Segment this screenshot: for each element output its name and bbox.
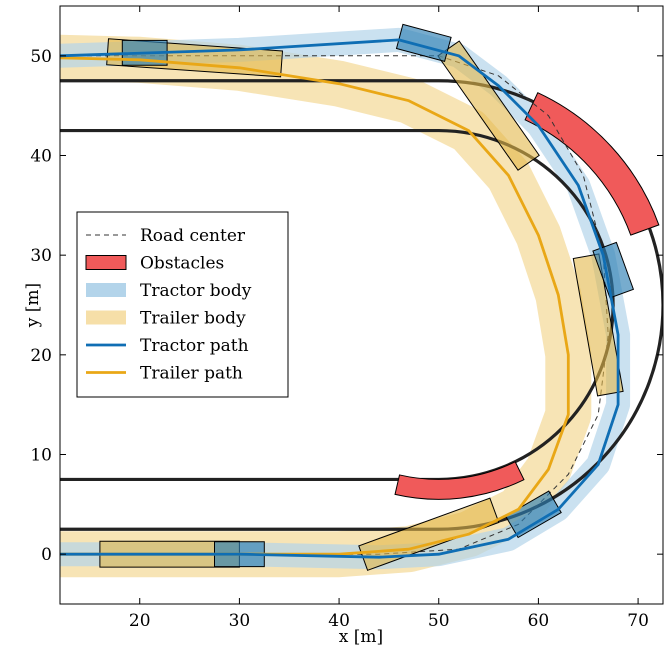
legend-item-tractor_body: Tractor body (86, 281, 252, 301)
legend-label: Tractor body (140, 281, 252, 301)
x-tick-label: 70 (627, 611, 649, 631)
trailer-path-line (60, 56, 570, 556)
trailer-box-2 (437, 40, 540, 171)
x-axis-label: x [m] (339, 627, 383, 647)
x-tick-label: 30 (229, 611, 251, 631)
x-tick-label: 50 (428, 611, 450, 631)
legend-box (76, 211, 289, 398)
legend-swatch-patch (86, 283, 126, 297)
obstacle-2 (394, 461, 525, 500)
obstacle-1 (524, 92, 660, 236)
x-tick-label: 20 (129, 611, 151, 631)
x-tick-label: 60 (528, 611, 550, 631)
y-tick-label: 0 (41, 545, 52, 565)
tractor-path-line (60, 38, 620, 559)
legend-label: Road center (140, 226, 246, 246)
legend-item-tractor_path: Tractor path (86, 336, 249, 356)
plot-frame (59, 5, 664, 605)
legend-item-obstacles: Obstacles (85, 254, 224, 274)
y-tick-label: 50 (30, 47, 52, 67)
legend-item-trailer_body: Trailer body (86, 309, 246, 329)
legend: Road center Obstacles Tractor body Trailer … (76, 211, 289, 398)
legend-swatch-patch (86, 310, 126, 325)
legend-label: Trailer path (140, 364, 243, 384)
tractor-box-2 (395, 23, 452, 63)
legend-swatch-patch (85, 255, 127, 270)
y-tick-label: 10 (30, 446, 52, 466)
y-axis-label: y [m] (23, 283, 43, 328)
legend-label: Tractor path (140, 336, 249, 356)
tractor-box-4 (504, 490, 562, 539)
legend-label: Obstacles (140, 254, 224, 274)
x-tick-label: 40 (328, 611, 350, 631)
legend-label: Trailer body (140, 309, 246, 329)
legend-item-road: Road center (86, 226, 246, 246)
y-tick-label: 30 (30, 246, 52, 266)
trailer-box-3 (572, 253, 624, 397)
y-tick-label: 20 (30, 346, 52, 366)
legend-item-trailer_path: Trailer path (86, 364, 243, 384)
y-tick-label: 40 (30, 147, 52, 167)
